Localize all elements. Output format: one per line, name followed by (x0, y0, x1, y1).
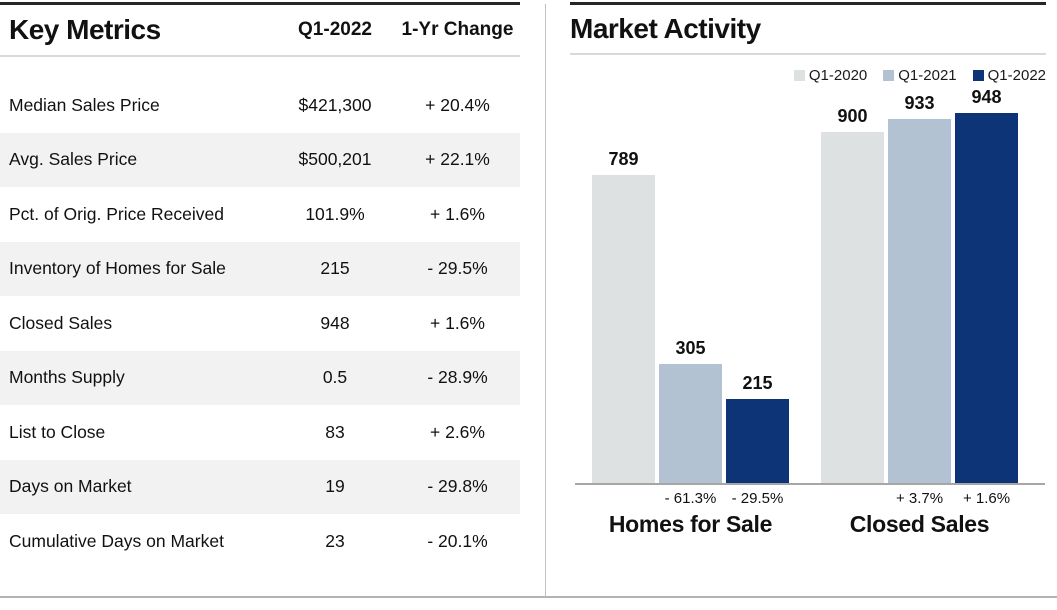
x-axis-line (575, 483, 1045, 485)
change-label: - 61.3% (664, 490, 717, 507)
change-label-row: - 61.3% - 29.5% + 3.7% + 1.6% (570, 490, 1046, 507)
bar-value-label: 900 (837, 106, 868, 126)
bar-value-label: 215 (742, 373, 773, 393)
table-row: Inventory of Homes for Sale 215 - 29.5% (0, 241, 520, 296)
change-label-empty (821, 490, 884, 507)
metric-value: 19 (325, 476, 345, 497)
bar-column: 948 (955, 87, 1018, 483)
metric-label: Pct. of Orig. Price Received (9, 203, 224, 224)
metric-value: 23 (325, 530, 345, 551)
metric-value: 101.9% (305, 203, 365, 224)
metric-change: + 2.6% (430, 421, 485, 442)
table-row: Avg. Sales Price $500,201 + 22.1% (0, 132, 520, 187)
legend-item: Q1-2022 (972, 66, 1046, 84)
market-activity-title: Market Activity (570, 13, 761, 44)
change-label-group: - 61.3% - 29.5% (592, 490, 789, 507)
metric-value: 83 (325, 421, 345, 442)
header-underline (570, 53, 1046, 55)
metric-change: - 28.9% (427, 367, 488, 388)
metric-value: 948 (320, 312, 350, 333)
bar-value-label: 948 (971, 87, 1002, 107)
bar-chart: 789 305 215 900 933 (570, 84, 1046, 483)
bar-column: 215 (726, 373, 789, 483)
bar-group-closed-sales: 900 933 948 (821, 87, 1018, 483)
metric-label: Median Sales Price (9, 94, 160, 115)
metric-change: + 20.4% (425, 94, 490, 115)
bar-q1-2022 (726, 399, 789, 483)
metric-label: Days on Market (9, 476, 132, 497)
category-label-row: Homes for Sale Closed Sales (570, 511, 1046, 538)
column-header-period: Q1-2022 (298, 19, 372, 40)
table-row: Months Supply 0.5 - 28.9% (0, 350, 520, 405)
metric-change: + 1.6% (430, 312, 485, 333)
bar-value-label: 305 (675, 338, 706, 358)
change-label: - 29.5% (731, 490, 784, 507)
change-label-group: + 3.7% + 1.6% (821, 490, 1018, 507)
metric-change: - 20.1% (427, 530, 488, 551)
table-row: Cumulative Days on Market 23 - 20.1% (0, 514, 520, 569)
metric-change: - 29.5% (427, 258, 488, 279)
legend-label: Q1-2021 (898, 66, 957, 84)
change-label: + 1.6% (962, 490, 1011, 507)
table-row: Pct. of Orig. Price Received 101.9% + 1.… (0, 187, 520, 242)
legend-item: Q1-2021 (883, 66, 957, 84)
bar-value-label: 789 (608, 149, 639, 169)
bar-column: 789 (592, 149, 655, 483)
key-metrics-panel: Key Metrics Q1-2022 1-Yr Change Median S… (0, 0, 520, 569)
chart-legend: Q1-2020 Q1-2021 Q1-2022 (570, 66, 1046, 84)
metrics-table: Median Sales Price $421,300 + 20.4% Avg.… (0, 78, 520, 569)
table-row: Closed Sales 948 + 1.6% (0, 296, 520, 351)
category-label-homes-for-sale: Homes for Sale (608, 511, 773, 537)
metric-value: $421,300 (298, 94, 372, 115)
legend-label: Q1-2020 (808, 66, 868, 84)
table-row: List to Close 83 + 2.6% (0, 405, 520, 460)
key-metrics-title: Key Metrics (9, 14, 161, 45)
metric-label: Closed Sales (9, 312, 113, 333)
metric-value: 215 (320, 258, 350, 279)
table-row: Median Sales Price $421,300 + 20.4% (0, 78, 520, 133)
metric-change: + 1.6% (430, 203, 485, 224)
panel-divider (545, 4, 546, 597)
header-underline (0, 55, 520, 57)
metric-label: Cumulative Days on Market (9, 530, 224, 551)
bar-group-homes-for-sale: 789 305 215 (592, 149, 789, 483)
key-metrics-header: Key Metrics Q1-2022 1-Yr Change (0, 5, 520, 55)
legend-label: Q1-2022 (987, 66, 1046, 84)
change-label: + 3.7% (895, 490, 944, 507)
change-label-empty (592, 490, 655, 507)
bar-value-label: 933 (904, 93, 935, 113)
bar-column: 305 (659, 338, 722, 483)
legend-swatch-q1-2021 (883, 69, 895, 81)
bar-q1-2022 (955, 113, 1018, 483)
legend-swatch-q1-2020 (793, 69, 805, 81)
metric-label: Avg. Sales Price (9, 149, 138, 170)
legend-item: Q1-2020 (793, 66, 868, 84)
bar-column: 933 (888, 93, 951, 483)
bar-q1-2021 (888, 119, 951, 483)
panel-top-rule (0, 2, 520, 5)
category-label-closed-sales: Closed Sales (849, 511, 990, 537)
bar-q1-2021 (659, 364, 722, 483)
metric-label: Months Supply (9, 367, 125, 388)
metric-value: 0.5 (322, 367, 348, 388)
metric-change: + 22.1% (425, 149, 490, 170)
metric-value: $500,201 (298, 149, 372, 170)
metric-label: List to Close (9, 421, 106, 442)
column-header-change: 1-Yr Change (401, 19, 514, 40)
bar-column: 900 (821, 106, 884, 483)
legend-swatch-q1-2022 (972, 69, 984, 81)
bar-q1-2020 (592, 175, 655, 483)
bar-q1-2020 (821, 132, 884, 483)
metric-change: - 29.8% (427, 476, 488, 497)
market-activity-panel: Market Activity Q1-2020 Q1-2021 Q1-2022 … (570, 0, 1046, 538)
bottom-rule (0, 596, 1057, 598)
panel-top-rule (570, 2, 1046, 5)
table-row: Days on Market 19 - 29.8% (0, 459, 520, 514)
metric-label: Inventory of Homes for Sale (9, 258, 226, 279)
